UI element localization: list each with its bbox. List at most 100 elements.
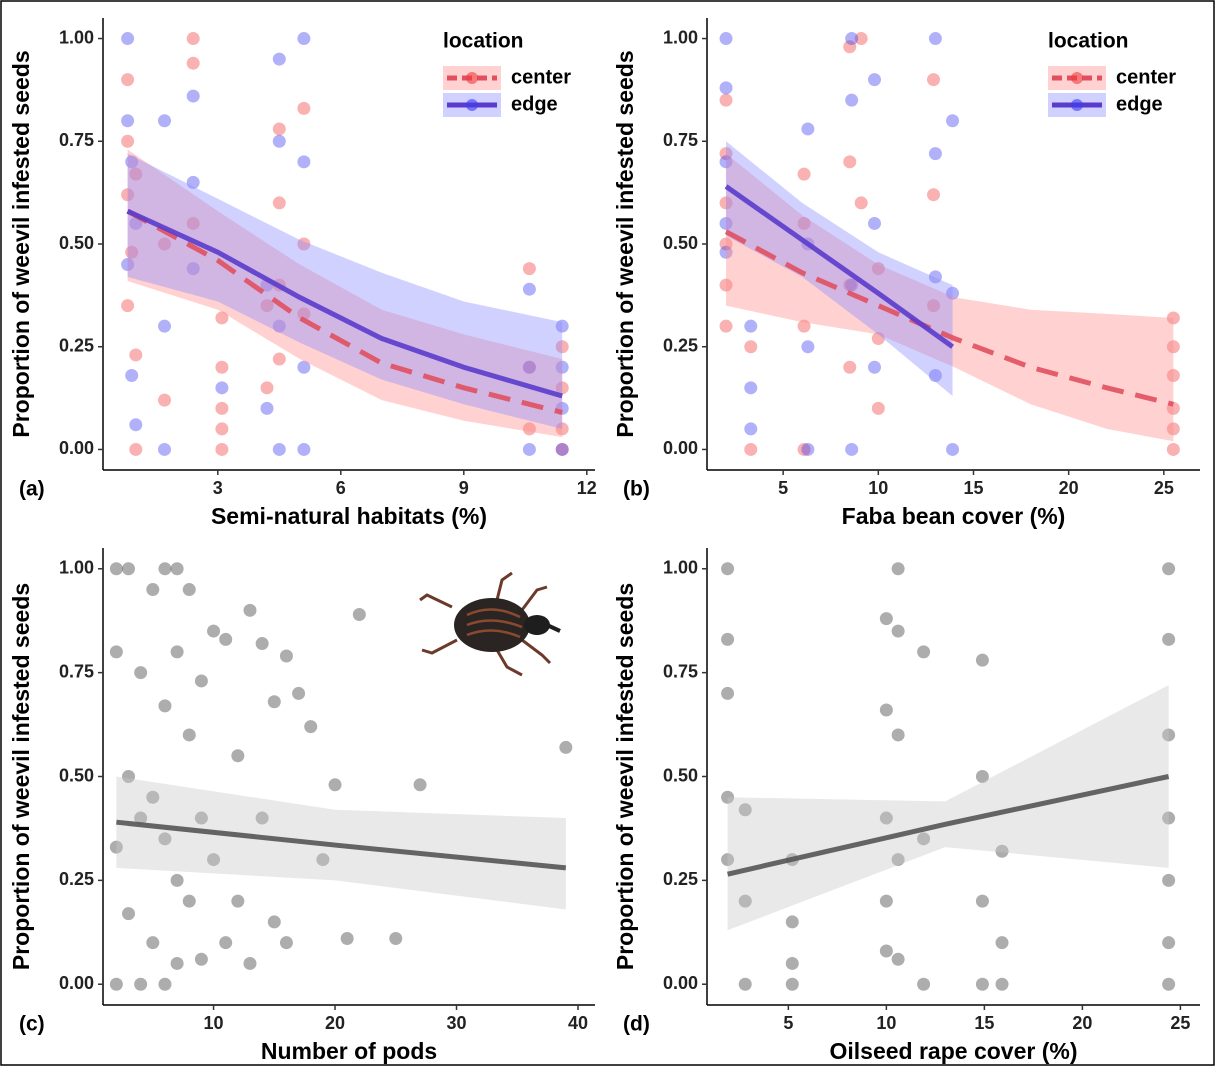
data-point xyxy=(868,73,882,87)
fit-line xyxy=(724,184,955,349)
data-point xyxy=(297,101,311,115)
data-point xyxy=(785,915,799,929)
data-point xyxy=(146,583,160,597)
data-point xyxy=(522,422,536,436)
data-point xyxy=(182,728,196,742)
data-point xyxy=(801,340,815,354)
data-point xyxy=(879,894,893,908)
y-tick-label: 0.75 xyxy=(59,130,94,150)
data-point xyxy=(121,73,135,87)
data-point xyxy=(186,32,200,46)
beetle-icon xyxy=(419,571,561,677)
data-point xyxy=(975,770,989,783)
data-point xyxy=(186,216,200,230)
data-point xyxy=(946,442,960,456)
data-point xyxy=(719,237,733,251)
data-point xyxy=(129,167,143,181)
legend-label: center xyxy=(1116,66,1176,88)
data-point xyxy=(170,562,184,576)
data-point xyxy=(854,196,868,210)
y-tick-label: 0.25 xyxy=(59,335,94,355)
fit-line xyxy=(126,208,563,399)
data-point xyxy=(158,114,171,128)
data-point xyxy=(891,624,905,638)
fit-line xyxy=(126,208,563,415)
data-point xyxy=(129,348,143,362)
data-point xyxy=(522,442,536,456)
data-point xyxy=(260,381,274,395)
data-point xyxy=(121,114,135,128)
data-point xyxy=(744,340,758,354)
panel: 0.00 0.25 0.50 0.75 1.00 3 6 9 12 Semi-natural ha… xyxy=(8,18,597,529)
data-point xyxy=(797,216,811,230)
panel-label: (b) xyxy=(623,478,650,501)
beetle-head xyxy=(524,615,550,635)
data-point xyxy=(316,853,330,867)
data-point xyxy=(297,360,311,374)
x-tick-label: 12 xyxy=(577,478,597,498)
data-point xyxy=(891,853,905,867)
y-tick-label: 0.50 xyxy=(663,233,698,253)
data-point xyxy=(555,442,569,456)
data-point xyxy=(122,562,136,576)
y-tick-label: 0.00 xyxy=(59,438,94,458)
y-tick-label: 0.75 xyxy=(59,661,94,681)
data-point xyxy=(219,936,233,950)
data-point xyxy=(272,442,286,456)
legend-dot xyxy=(466,72,478,84)
data-point xyxy=(721,853,735,867)
fit-line xyxy=(727,774,1170,877)
data-point xyxy=(413,778,427,792)
data-point xyxy=(125,368,139,382)
data-point xyxy=(272,352,286,366)
data-point xyxy=(744,422,758,436)
data-point xyxy=(555,381,569,395)
panel-label: (a) xyxy=(19,478,45,501)
data-point xyxy=(158,319,171,333)
data-point xyxy=(1162,562,1176,576)
data-point xyxy=(879,944,893,958)
data-point xyxy=(219,632,233,646)
data-point xyxy=(389,932,403,946)
data-point xyxy=(1162,632,1176,646)
x-axis-label: Semi-natural habitats (%) xyxy=(211,503,487,529)
data-point xyxy=(134,666,148,680)
data-point xyxy=(121,134,135,148)
data-point xyxy=(975,977,989,991)
data-point xyxy=(891,728,905,742)
data-point xyxy=(1166,422,1180,436)
data-point xyxy=(719,32,733,46)
data-point xyxy=(279,649,293,663)
data-point xyxy=(215,311,229,325)
panel-label: (c) xyxy=(19,1013,45,1036)
x-tick-label: 25 xyxy=(1170,1013,1190,1033)
x-tick-label: 15 xyxy=(974,1013,994,1033)
data-point xyxy=(719,216,733,230)
data-point xyxy=(207,624,221,638)
data-point xyxy=(1166,368,1180,382)
data-point xyxy=(785,956,799,970)
data-point xyxy=(946,114,960,128)
data-point xyxy=(843,360,857,374)
panel: 0.00 0.25 0.50 0.75 1.00 5 10 15 20 25 Faba bean c… xyxy=(612,18,1200,529)
data-point xyxy=(744,442,758,456)
data-point xyxy=(522,262,536,276)
data-point xyxy=(231,749,245,763)
data-point xyxy=(231,894,245,908)
data-point xyxy=(719,196,733,210)
x-axis-label: Oilseed rape cover (%) xyxy=(830,1038,1078,1064)
panel: 0.00 0.25 0.50 0.75 1.00 5 10 15 20 25 Oilseed rap… xyxy=(612,548,1200,1064)
x-axis-label: Number of pods xyxy=(261,1038,437,1064)
y-axis-label: Proportion of weevil infested seeds xyxy=(612,50,638,437)
data-point xyxy=(158,393,171,407)
data-point xyxy=(721,790,735,804)
data-point xyxy=(871,262,885,276)
data-point xyxy=(158,699,172,713)
x-tick-label: 6 xyxy=(336,478,346,498)
data-point xyxy=(272,134,286,148)
data-point xyxy=(340,932,354,946)
legend-title: location xyxy=(443,30,524,53)
data-point xyxy=(1162,811,1176,825)
legend-label: center xyxy=(511,66,571,88)
